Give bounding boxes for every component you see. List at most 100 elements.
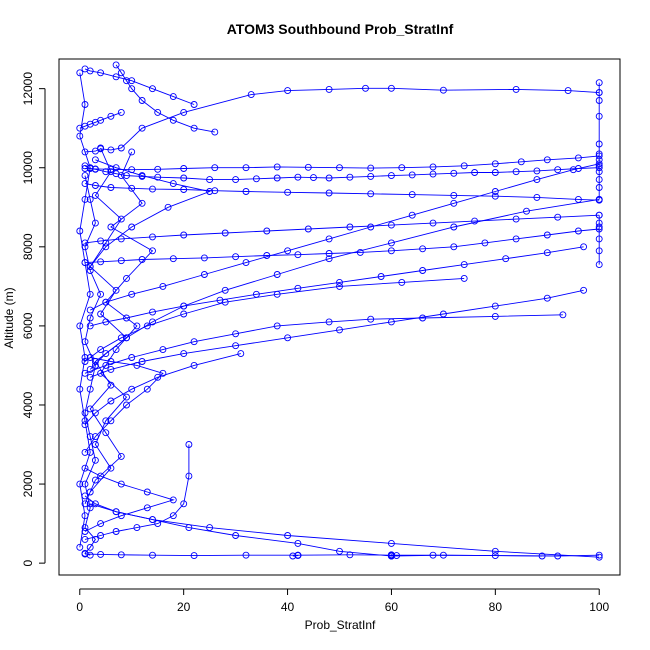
data-point (149, 185, 156, 193)
data-point (123, 314, 130, 322)
data-point (439, 551, 447, 559)
series-13 (81, 492, 603, 561)
data-point (325, 235, 333, 243)
data-point (123, 274, 130, 282)
series-3 (81, 152, 603, 174)
data-point (86, 322, 94, 330)
data-point (169, 512, 177, 520)
data-point (76, 543, 84, 551)
data-point (169, 93, 177, 101)
data-point (81, 480, 89, 488)
data-point (206, 188, 214, 195)
data-point (128, 354, 136, 361)
data-point (408, 211, 416, 219)
data-point (81, 148, 89, 156)
data-point (450, 191, 458, 199)
data-point (595, 140, 603, 148)
data-point (76, 385, 84, 393)
series-layer (76, 61, 603, 561)
data-point (102, 243, 110, 251)
data-point (107, 112, 115, 120)
series-5 (81, 211, 603, 247)
data-point (398, 278, 406, 286)
data-point (102, 350, 110, 358)
data-point (128, 223, 136, 231)
data-point (377, 273, 385, 280)
data-point (554, 166, 562, 174)
series-30 (387, 551, 401, 560)
data-point (169, 180, 177, 188)
series-line (84, 155, 600, 171)
series-1 (81, 84, 603, 156)
data-point (143, 504, 151, 512)
data-point (595, 223, 603, 231)
data-point (512, 168, 520, 176)
data-point (76, 322, 84, 330)
series-line (84, 444, 190, 540)
data-point (450, 169, 458, 177)
data-point (180, 108, 188, 116)
data-point (595, 219, 603, 227)
data-point (336, 547, 343, 555)
data-point (595, 551, 603, 559)
data-point (206, 524, 214, 532)
series-line (84, 353, 241, 425)
data-point (273, 271, 281, 278)
data-point (169, 496, 177, 504)
series-19 (76, 108, 125, 132)
data-point (559, 311, 567, 319)
data-point (346, 173, 354, 181)
series-line (89, 163, 600, 311)
x-tick-label: 20 (177, 600, 191, 614)
data-point (580, 243, 588, 251)
data-point (149, 247, 156, 255)
data-point (247, 91, 255, 99)
data-point (180, 174, 188, 182)
data-point (112, 164, 120, 172)
data-point (81, 448, 89, 456)
data-point (128, 85, 136, 93)
data-point (138, 256, 146, 263)
data-point (502, 255, 510, 263)
data-point (107, 168, 115, 176)
chart-title: ATOM3 Southbound Prob_StratInf (227, 21, 454, 37)
data-point (123, 334, 130, 342)
data-point (387, 539, 395, 547)
data-point (533, 167, 541, 175)
data-point (149, 516, 156, 524)
data-point (273, 322, 281, 330)
series-line (90, 289, 584, 378)
series-24 (86, 148, 156, 496)
data-point (387, 551, 395, 559)
data-point (138, 172, 146, 180)
data-point (138, 97, 146, 104)
series-10 (81, 311, 567, 377)
data-point (164, 203, 172, 211)
data-point (310, 174, 317, 182)
data-point (595, 235, 603, 243)
series-line (84, 314, 563, 374)
data-point (128, 290, 136, 298)
data-point (491, 547, 499, 555)
data-point (221, 286, 229, 294)
data-point (128, 77, 136, 85)
data-point (533, 193, 541, 201)
data-point (595, 247, 603, 255)
data-point (97, 258, 105, 266)
data-point (367, 172, 375, 180)
data-point (362, 84, 369, 92)
data-point (569, 166, 577, 174)
data-point (284, 247, 292, 255)
data-point (86, 354, 94, 361)
data-point (211, 187, 219, 195)
data-point (387, 247, 395, 255)
data-point (325, 250, 333, 257)
data-point (185, 524, 193, 532)
data-point (107, 397, 115, 405)
data-point (200, 271, 208, 278)
data-point (595, 195, 603, 203)
data-point (117, 334, 125, 342)
y-tick-label: 12000 (21, 72, 35, 106)
data-point (123, 393, 130, 401)
